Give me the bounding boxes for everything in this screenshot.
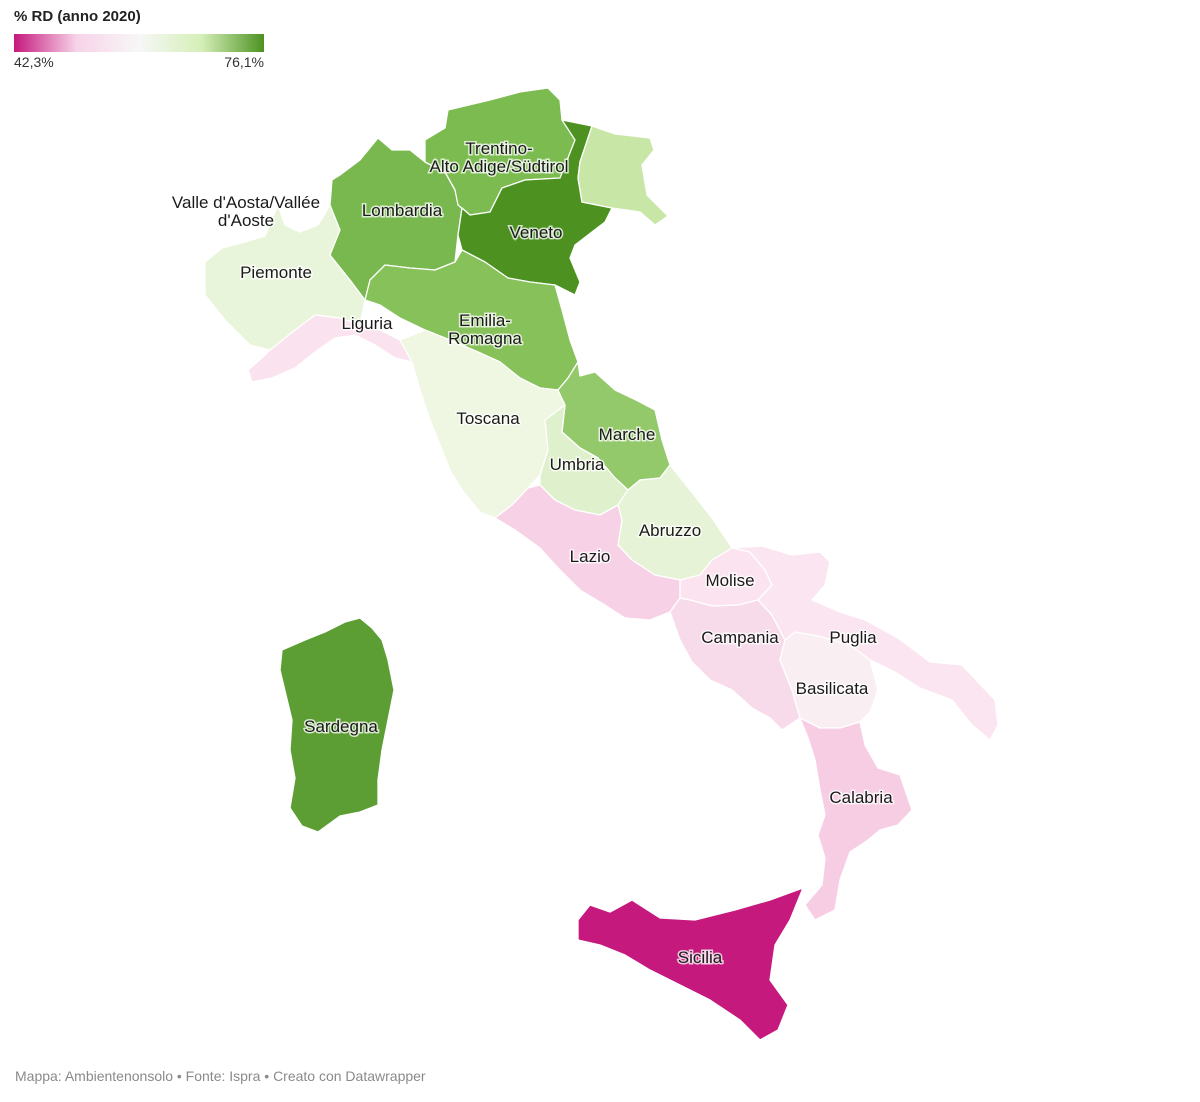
region-sicilia[interactable] bbox=[577, 887, 804, 1041]
region-calabria[interactable] bbox=[799, 717, 913, 921]
label-campania: Campania bbox=[701, 628, 779, 647]
color-legend: % RD (anno 2020) 42,3% 76,1% bbox=[14, 8, 264, 74]
label-molise: Molise bbox=[705, 571, 754, 590]
label-puglia: Puglia bbox=[829, 628, 877, 647]
label-abruzzo: Abruzzo bbox=[639, 521, 701, 540]
label-sardegna: Sardegna bbox=[304, 717, 378, 736]
region-sardegna[interactable] bbox=[279, 617, 395, 833]
label-lombardia: Lombardia bbox=[362, 201, 443, 220]
region-basilicata[interactable] bbox=[779, 631, 879, 729]
label-liguria: Liguria bbox=[341, 314, 393, 333]
legend-title: % RD (anno 2020) bbox=[14, 8, 141, 25]
source-footer: Mappa: Ambientenonsolo • Fonte: Ispra • … bbox=[15, 1068, 426, 1084]
label-veneto: Veneto bbox=[510, 223, 563, 242]
label-emilia-romagna: Emilia-Romagna bbox=[448, 311, 522, 348]
legend-gradient-bar bbox=[14, 34, 264, 52]
label-trentino: Trentino-Alto Adige/Südtirol bbox=[430, 139, 569, 176]
label-toscana: Toscana bbox=[456, 409, 520, 428]
label-marche: Marche bbox=[599, 425, 656, 444]
region-puglia[interactable] bbox=[731, 545, 999, 741]
region-labels: Valle d'Aosta/Vallée d'Aoste Piemonte Lig… bbox=[170, 138, 894, 969]
region-lazio[interactable] bbox=[494, 484, 681, 621]
label-basilicata: Basilicata bbox=[796, 679, 869, 698]
region-liguria[interactable] bbox=[247, 314, 413, 383]
label-umbria: Umbria bbox=[550, 455, 605, 474]
label-piemonte: Piemonte bbox=[240, 263, 312, 282]
legend-min-label: 42,3% bbox=[14, 54, 54, 70]
label-calabria: Calabria bbox=[829, 788, 893, 807]
legend-max-label: 76,1% bbox=[224, 54, 264, 70]
legend-labels: 42,3% 76,1% bbox=[14, 54, 264, 74]
region-friuli[interactable] bbox=[577, 125, 669, 226]
label-lazio: Lazio bbox=[570, 547, 611, 566]
label-sicilia: Sicilia bbox=[678, 948, 723, 967]
label-valle-d-aosta: Valle d'Aosta/Vallée d'Aoste bbox=[172, 193, 320, 230]
